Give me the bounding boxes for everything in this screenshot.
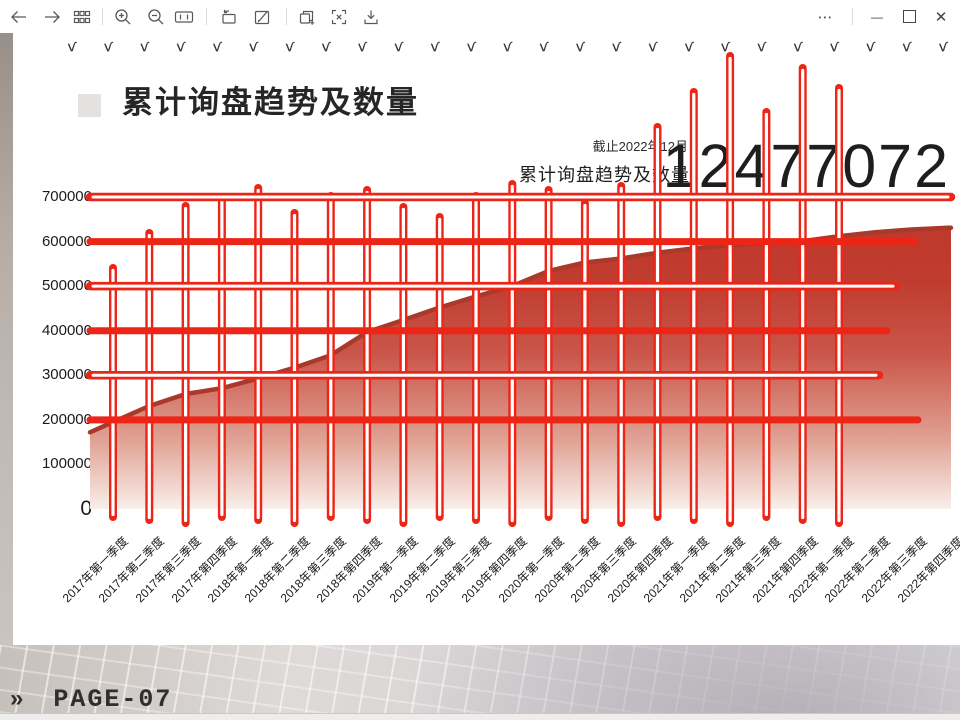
toolbar-divider [852,8,853,25]
swirl-decoration: ѵ [828,36,843,56]
zoom-out-icon [147,8,165,26]
swirl-decoration: ѵ [537,36,552,56]
swirl-decoration: ѵ [392,36,407,56]
toolbar-divider [206,8,207,25]
as-of-label: 截止2022年12月 [592,139,688,154]
swirl-decoration: ѵ [900,36,915,56]
back-icon [10,8,28,26]
maximize-icon [902,10,916,23]
actual-size-button[interactable] [171,4,197,30]
swirl-decoration: ѵ [574,36,589,56]
chart-title-label: 累计询盘趋势及数量 [519,165,690,185]
zoom-in-icon [114,8,132,26]
swirl-decoration: ѵ [138,36,153,56]
minimize-button[interactable]: — [862,0,892,33]
footer-marker: » [10,685,24,712]
copy-add-icon [298,8,316,26]
swirl-decoration: ѵ [610,36,625,56]
swirl-decoration: ѵ [356,36,371,56]
y-tick-label: 200000 [41,410,92,428]
swirl-decoration: ѵ [937,36,952,56]
y-tick-label: 0 [80,497,92,520]
toolbar: ⋯ — ✕ [0,0,960,33]
swirl-decoration: ѵ [755,36,770,56]
swirl-decoration: ѵ [66,36,81,56]
extract-text-button[interactable] [326,4,352,30]
actual-size-icon [174,8,194,26]
slide-canvas: 累计询盘趋势及数量 截止2022年12月 累计询盘趋势及数量 12477072 … [13,33,960,645]
slide-title: 累计询盘趋势及数量 [122,85,419,120]
slide-stage: 累计询盘趋势及数量 截止2022年12月 累计询盘趋势及数量 12477072 … [0,33,960,720]
swirl-decoration: ѵ [320,36,335,56]
background-photo-band: » PAGE-07 [0,645,960,714]
swirl-decoration: ѵ [211,36,226,56]
zoom-in-button[interactable] [110,4,136,30]
save-button[interactable] [358,4,384,30]
minimize-icon: — [871,9,883,24]
swirl-decoration: ѵ [102,36,117,56]
zoom-out-button[interactable] [143,4,169,30]
y-tick-label: 600000 [41,232,92,250]
toolbar-divider [286,8,287,25]
swirl-decoration: ѵ [174,36,189,56]
swirl-decoration: ѵ [683,36,698,56]
y-tick-label: 400000 [41,321,92,339]
swirl-decoration: ѵ [465,36,480,56]
maximize-button[interactable] [894,0,924,33]
y-tick-label: 700000 [41,188,92,205]
save-icon [362,8,380,26]
y-tick-label: 100000 [41,455,92,473]
swirl-decoration: ѵ [646,36,661,56]
toolbar-divider [102,8,103,25]
edit-icon [253,8,271,26]
back-button[interactable] [6,4,32,30]
edit-button[interactable] [249,4,275,30]
extract-text-icon [330,8,348,26]
swirl-decoration: ѵ [501,36,516,56]
copy-add-button[interactable] [294,4,320,30]
page-number-label: PAGE-07 [53,685,173,714]
swirl-decoration: ѵ [247,36,262,56]
swirl-decoration: ѵ [429,36,444,56]
swirl-decoration: ѵ [283,36,298,56]
more-button[interactable]: ⋯ [810,0,840,33]
swirl-decoration: ѵ [719,36,734,56]
cumulative-total-value: 12477072 [662,132,950,200]
title-bullet-square [78,94,101,117]
forward-button[interactable] [39,4,65,30]
footer: » PAGE-07 [10,685,172,714]
background-photo-left-strip [0,33,13,720]
crop-rotate-icon [220,8,238,26]
close-button[interactable]: ✕ [926,0,956,33]
swirl-decoration: ѵ [792,36,807,56]
y-tick-label: 500000 [41,277,92,295]
window-bottom-strip [0,713,960,720]
y-tick-label: 300000 [41,366,92,384]
more-icon: ⋯ [817,8,833,26]
thumbnails-button[interactable] [69,4,95,30]
swirl-decoration: ѵ [864,36,879,56]
forward-icon [43,8,61,26]
close-icon: ✕ [934,8,948,26]
thumbnails-grid-icon [73,8,91,26]
crop-rotate-button[interactable] [216,4,242,30]
